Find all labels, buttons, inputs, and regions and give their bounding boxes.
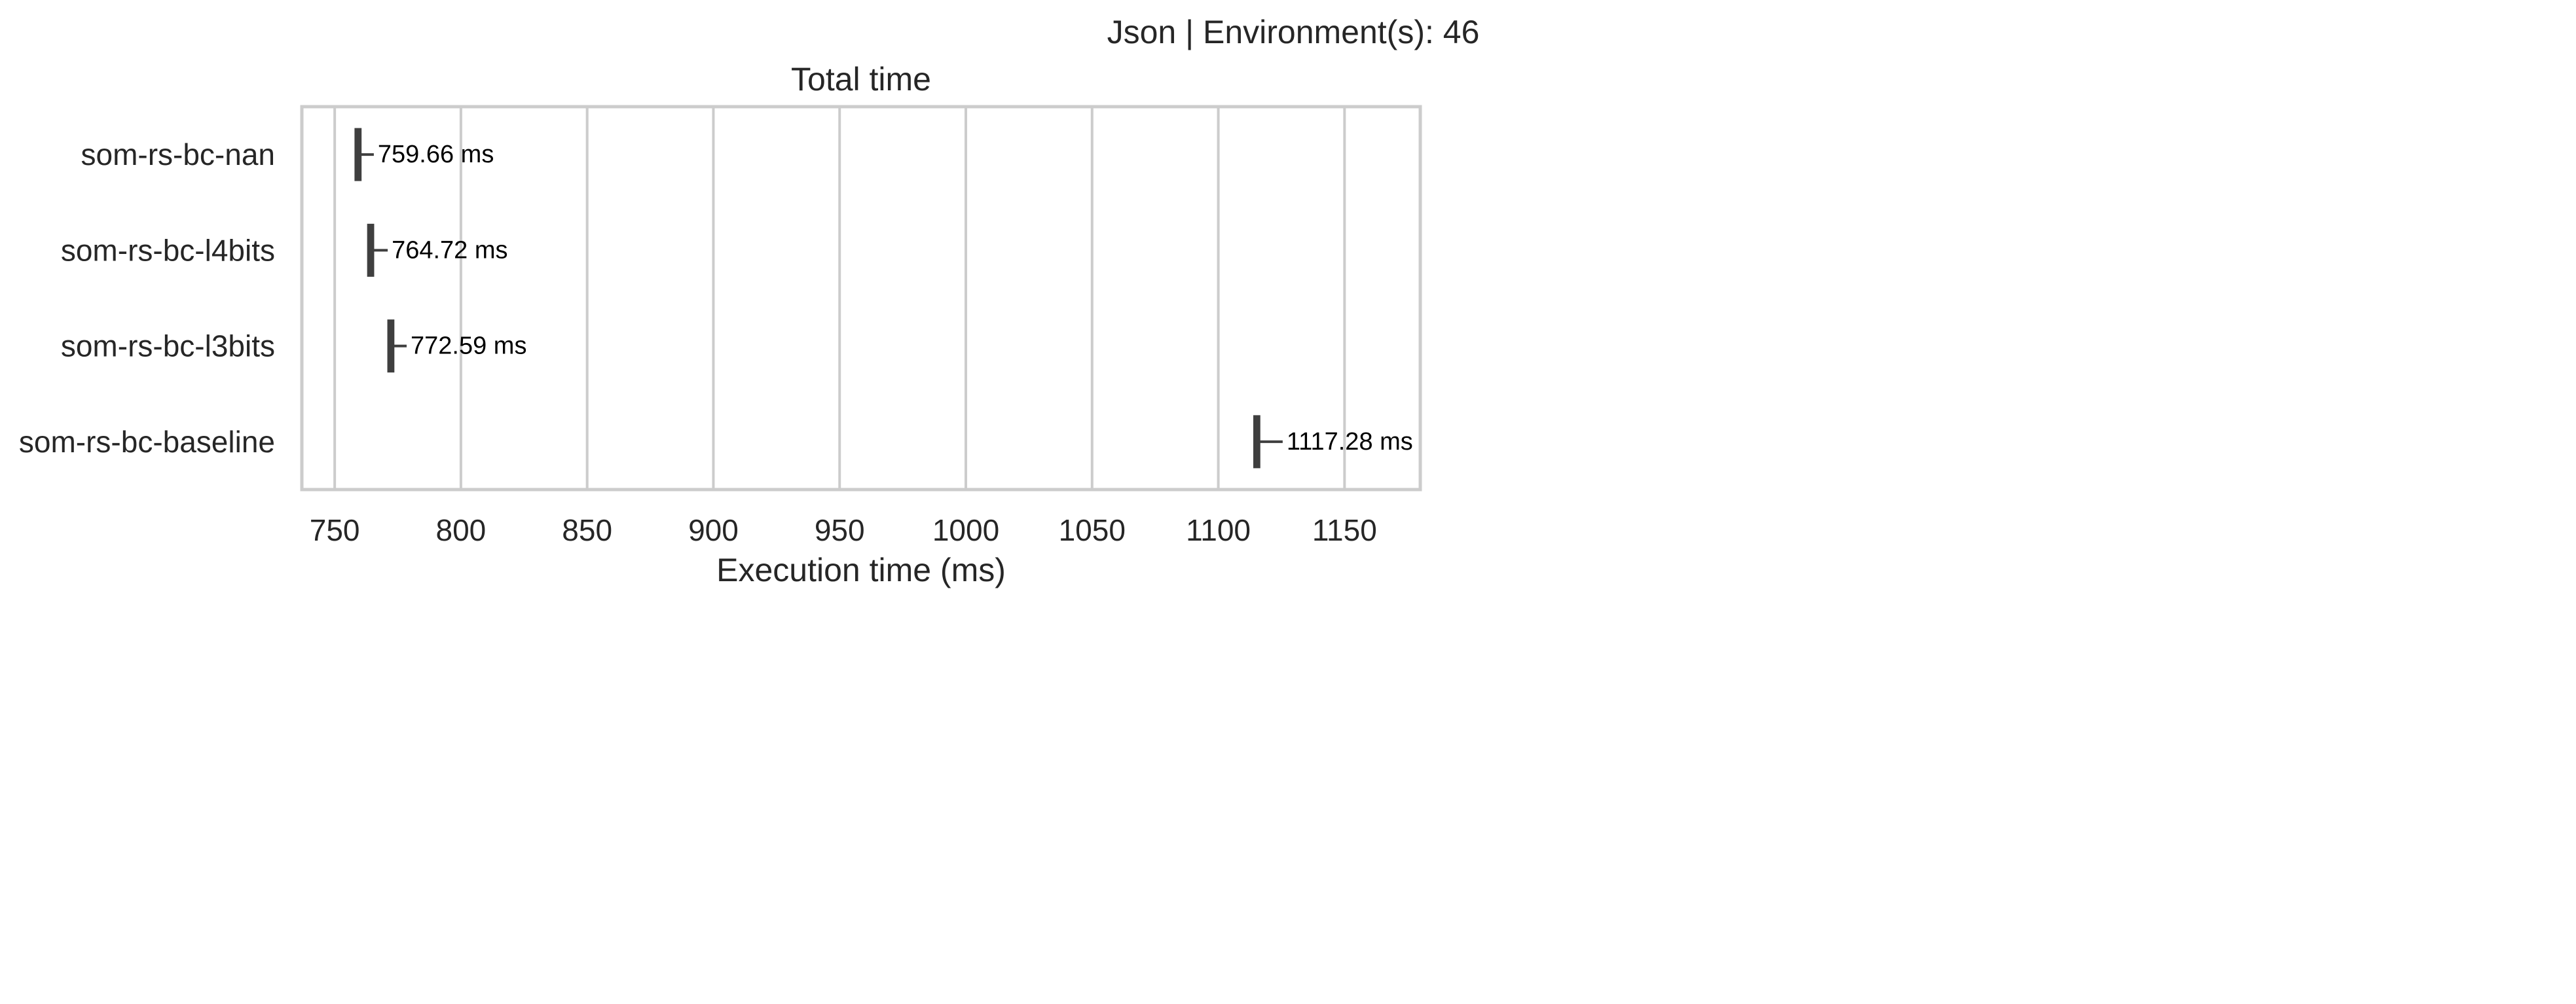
figure-suptitle: Json | Environment(s): 46	[1107, 14, 1480, 50]
box-som-rs-bc-l4bits: 764.72 ms	[367, 223, 508, 277]
x-gridlines	[333, 107, 1346, 490]
data-label-som-rs-bc-l3bits: 772.59 ms	[411, 332, 526, 360]
data-label-som-rs-bc-l4bits: 764.72 ms	[392, 236, 507, 264]
x-tick-label-800: 800	[436, 513, 487, 547]
y-category-label-som-rs-bc-baseline: som-rs-bc-baseline	[19, 425, 275, 459]
x-tick-label-1050: 1050	[1059, 513, 1126, 547]
x-tick-label-900: 900	[688, 513, 739, 547]
x-tick-label-950: 950	[815, 513, 865, 547]
y-category-label-som-rs-bc-l3bits: som-rs-bc-l3bits	[61, 329, 275, 363]
chart-title: Total time	[791, 61, 931, 98]
x-axis-label: Execution time (ms)	[716, 552, 1006, 588]
box-som-rs-bc-nan: 759.66 ms	[354, 128, 494, 181]
x-tick-label-850: 850	[562, 513, 612, 547]
y-category-label-som-rs-bc-nan: som-rs-bc-nan	[81, 137, 275, 171]
x-tick-label-1100: 1100	[1186, 513, 1251, 547]
box-som-rs-bc-baseline: 1117.28 ms	[1253, 415, 1413, 469]
plot-frame	[300, 105, 1422, 492]
data-label-som-rs-bc-nan: 759.66 ms	[378, 141, 494, 168]
x-tick-label-750: 750	[310, 513, 360, 547]
y-axis-category-labels: som-rs-bc-nan som-rs-bc-l4bits som-rs-bc-l…	[19, 137, 275, 459]
x-tick-label-1150: 1150	[1312, 513, 1377, 547]
box-plot-series: 759.66 ms 764.72 ms 772.59 ms 1117.28 ms	[354, 128, 1413, 469]
data-label-som-rs-bc-baseline: 1117.28 ms	[1287, 428, 1413, 456]
box-som-rs-bc-l3bits: 772.59 ms	[387, 319, 526, 373]
x-axis-tick-labels: 750 800 850 900 950 1000 1050 1100 1150	[310, 513, 1377, 547]
x-tick-label-1000: 1000	[932, 513, 999, 547]
y-category-label-som-rs-bc-l4bits: som-rs-bc-l4bits	[61, 233, 275, 267]
